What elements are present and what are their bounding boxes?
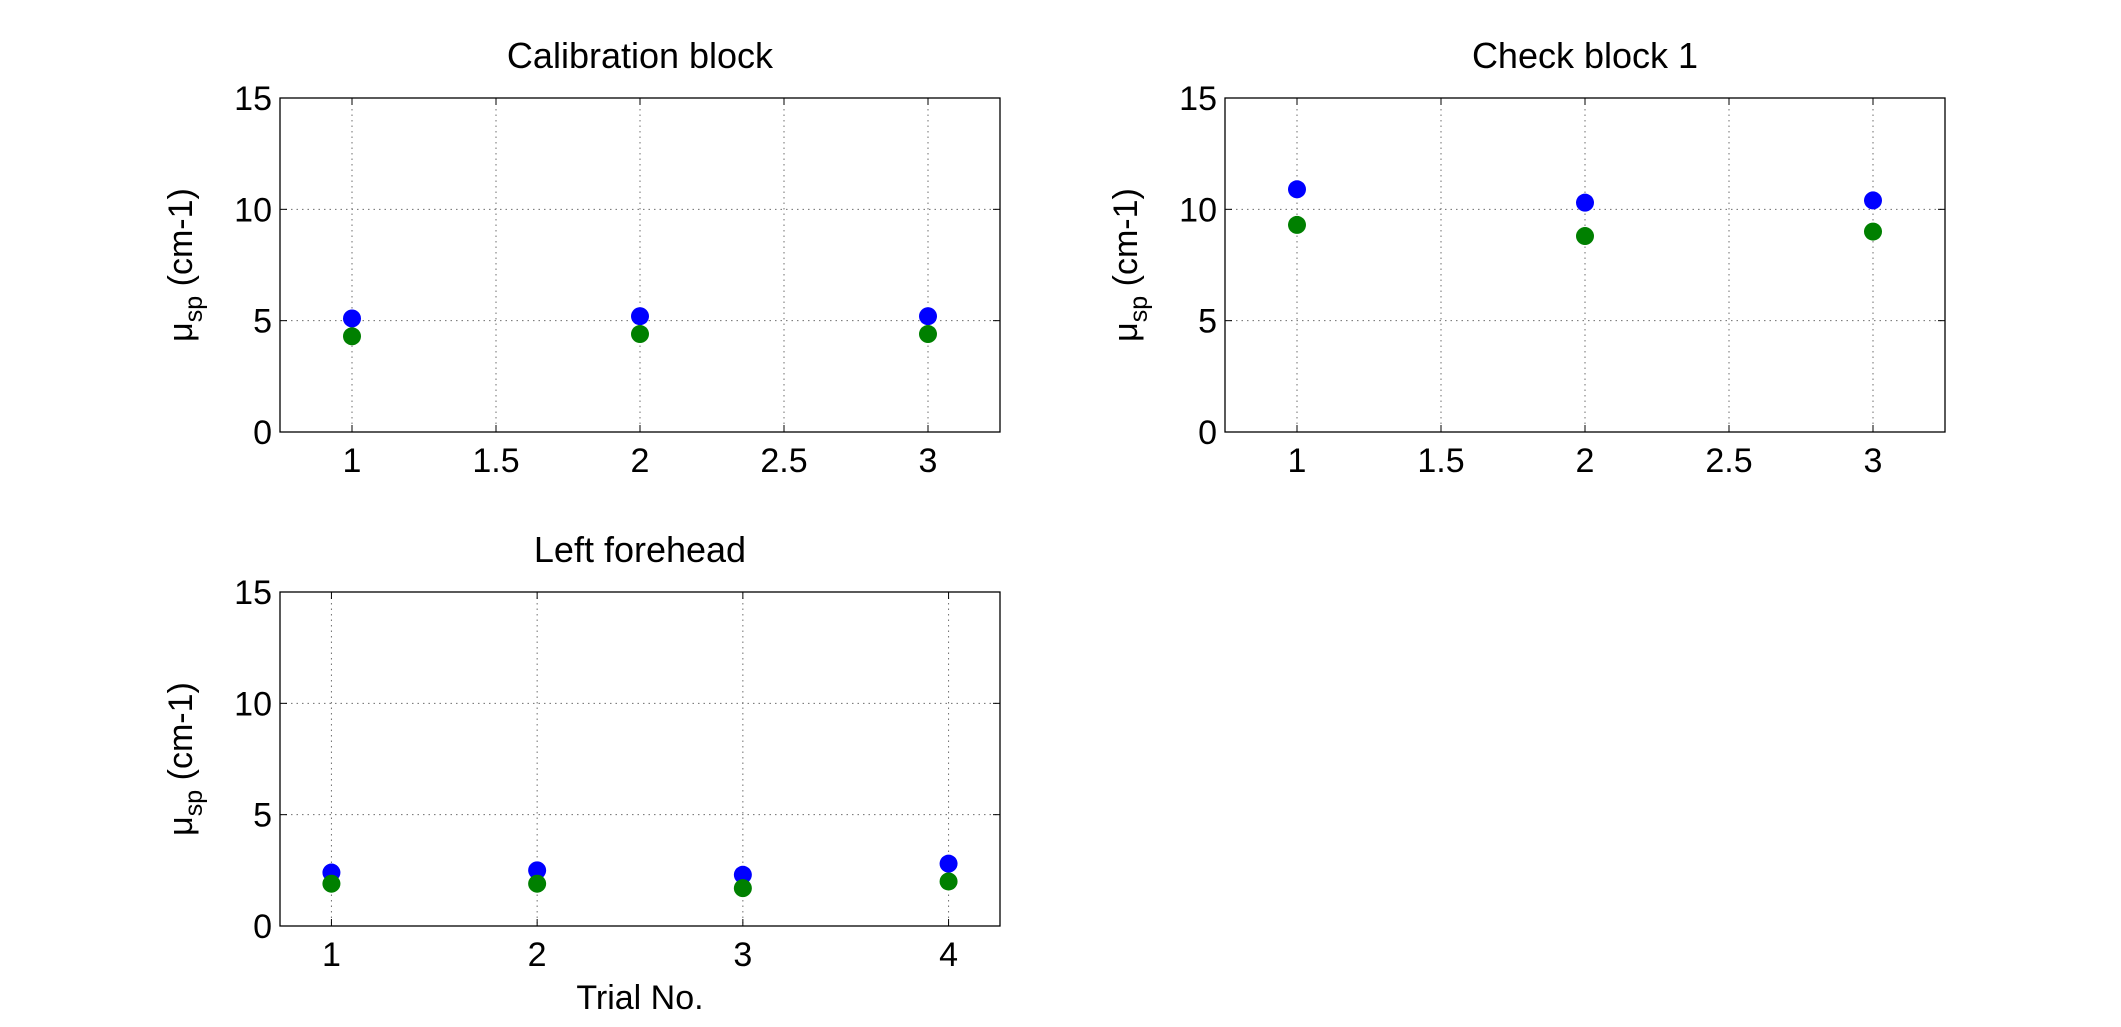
data-point: [1864, 222, 1882, 241]
chart-title: Check block 1: [1472, 35, 1698, 76]
y-axis-label-symbol: μ: [162, 322, 200, 342]
y-axis-label-subscript: sp: [180, 296, 208, 322]
y-tick-label: 5: [253, 797, 272, 835]
chart-panel: 1 1.5 2 2.5 3 0 5 10 15 Check block 1 μsp (cm-1): [1107, 35, 1946, 480]
data-point: [939, 872, 958, 891]
x-tick-label: 1: [322, 936, 341, 974]
y-tick-label: 10: [234, 685, 272, 723]
x-tick-label: 3: [919, 442, 938, 480]
data-point: [1288, 180, 1306, 199]
y-tick-label: 10: [1179, 191, 1217, 229]
y-axis-label-subscript: sp: [180, 790, 208, 816]
y-axis-label: μsp (cm-1): [1107, 188, 1153, 342]
data-point: [343, 327, 361, 346]
chart-title: Calibration block: [507, 35, 774, 76]
y-axis-label-unit: (cm-1): [162, 682, 200, 790]
x-tick-label: 2.5: [1705, 442, 1752, 480]
x-tick-label: 2: [631, 442, 650, 480]
y-tick-label: 10: [234, 191, 272, 229]
data-point: [919, 325, 937, 344]
y-tick-label: 15: [234, 80, 272, 118]
y-tick-label: 5: [253, 303, 272, 341]
y-axis-label-symbol: μ: [1107, 322, 1145, 342]
y-tick-label: 5: [1198, 303, 1217, 341]
y-axis-label: μsp (cm-1): [162, 682, 208, 836]
data-point: [1864, 191, 1882, 210]
x-tick-label: 1: [343, 442, 362, 480]
x-tick-label: 1.5: [1417, 442, 1464, 480]
y-tick-label: 15: [1179, 80, 1217, 118]
x-tick-label: 1.5: [472, 442, 519, 480]
data-point: [1576, 193, 1594, 212]
y-axis-label: μsp (cm-1): [162, 188, 208, 342]
y-tick-label: 0: [253, 414, 272, 452]
y-axis-label-subscript: sp: [1125, 296, 1153, 322]
y-axis-label-unit: (cm-1): [162, 188, 200, 296]
y-tick-label: 0: [1198, 414, 1217, 452]
data-point: [631, 307, 649, 326]
y-tick-label: 0: [253, 908, 272, 946]
data-point: [343, 309, 361, 328]
x-axis-label: Trial No.: [576, 979, 703, 1017]
x-tick-label: 3: [733, 936, 752, 974]
y-axis-label-symbol: μ: [162, 816, 200, 836]
x-tick-label: 3: [1864, 442, 1883, 480]
data-point: [528, 874, 547, 893]
chart-title: Left forehead: [534, 529, 746, 570]
x-tick-label: 2: [528, 936, 547, 974]
x-tick-label: 4: [939, 936, 958, 974]
data-point: [631, 325, 649, 344]
chart-panel: 1 1.5 2 2.5 3 0 5 10 15 Calibration block μsp (cm-…: [162, 35, 1001, 480]
x-tick-label: 2: [1576, 442, 1595, 480]
y-axis-label-unit: (cm-1): [1107, 188, 1145, 296]
data-point: [939, 854, 958, 873]
chart-panel: 1 2 3 4 0 5 10 15 Left forehead μsp (cm-1) Trial N…: [162, 529, 1001, 1017]
x-tick-label: 1: [1288, 442, 1307, 480]
data-point: [919, 307, 937, 326]
x-tick-label: 2.5: [760, 442, 807, 480]
plot-area: [279, 591, 1001, 927]
data-point: [322, 874, 341, 893]
data-point: [1576, 227, 1594, 246]
y-tick-label: 15: [234, 574, 272, 612]
data-point: [733, 879, 752, 898]
data-point: [1288, 215, 1306, 234]
data-point: [733, 865, 752, 884]
data-point: [528, 861, 547, 880]
